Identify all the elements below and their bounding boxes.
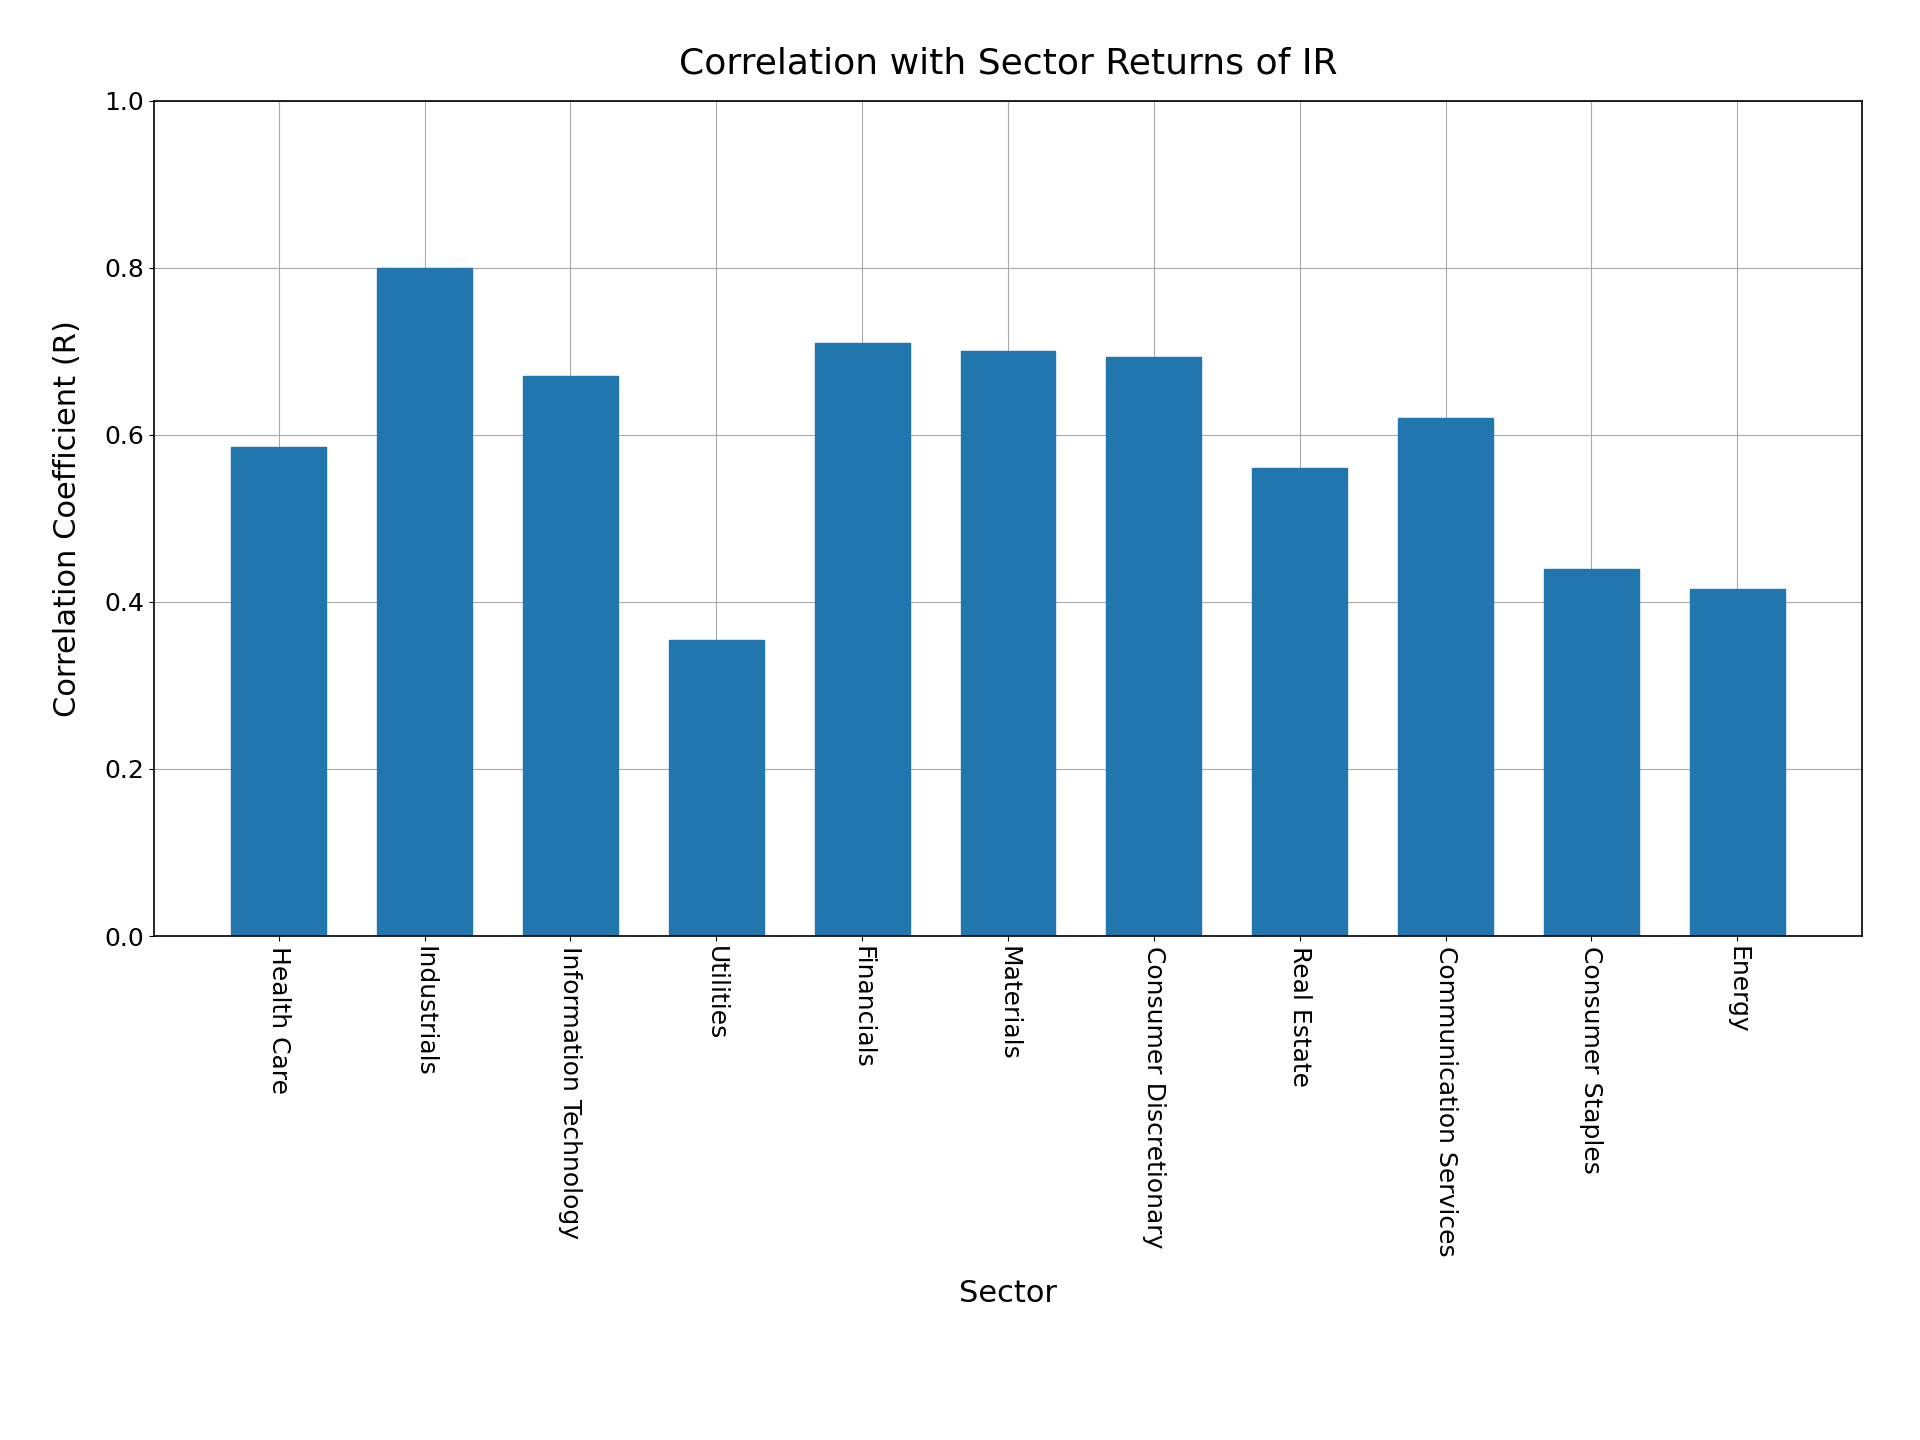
Bar xyxy=(814,343,910,936)
Bar xyxy=(1252,468,1348,936)
Bar xyxy=(1398,418,1494,936)
Title: Correlation with Sector Returns of IR: Correlation with Sector Returns of IR xyxy=(680,46,1336,81)
Bar xyxy=(668,639,764,936)
Bar xyxy=(230,448,326,936)
Y-axis label: Correlation Coefficient (R): Correlation Coefficient (R) xyxy=(52,320,83,717)
Bar xyxy=(1106,357,1202,936)
Bar xyxy=(1544,569,1640,936)
Bar xyxy=(376,268,472,936)
X-axis label: Sector: Sector xyxy=(958,1279,1058,1308)
Bar xyxy=(522,376,618,936)
Bar xyxy=(1690,589,1786,936)
Bar xyxy=(960,351,1056,936)
